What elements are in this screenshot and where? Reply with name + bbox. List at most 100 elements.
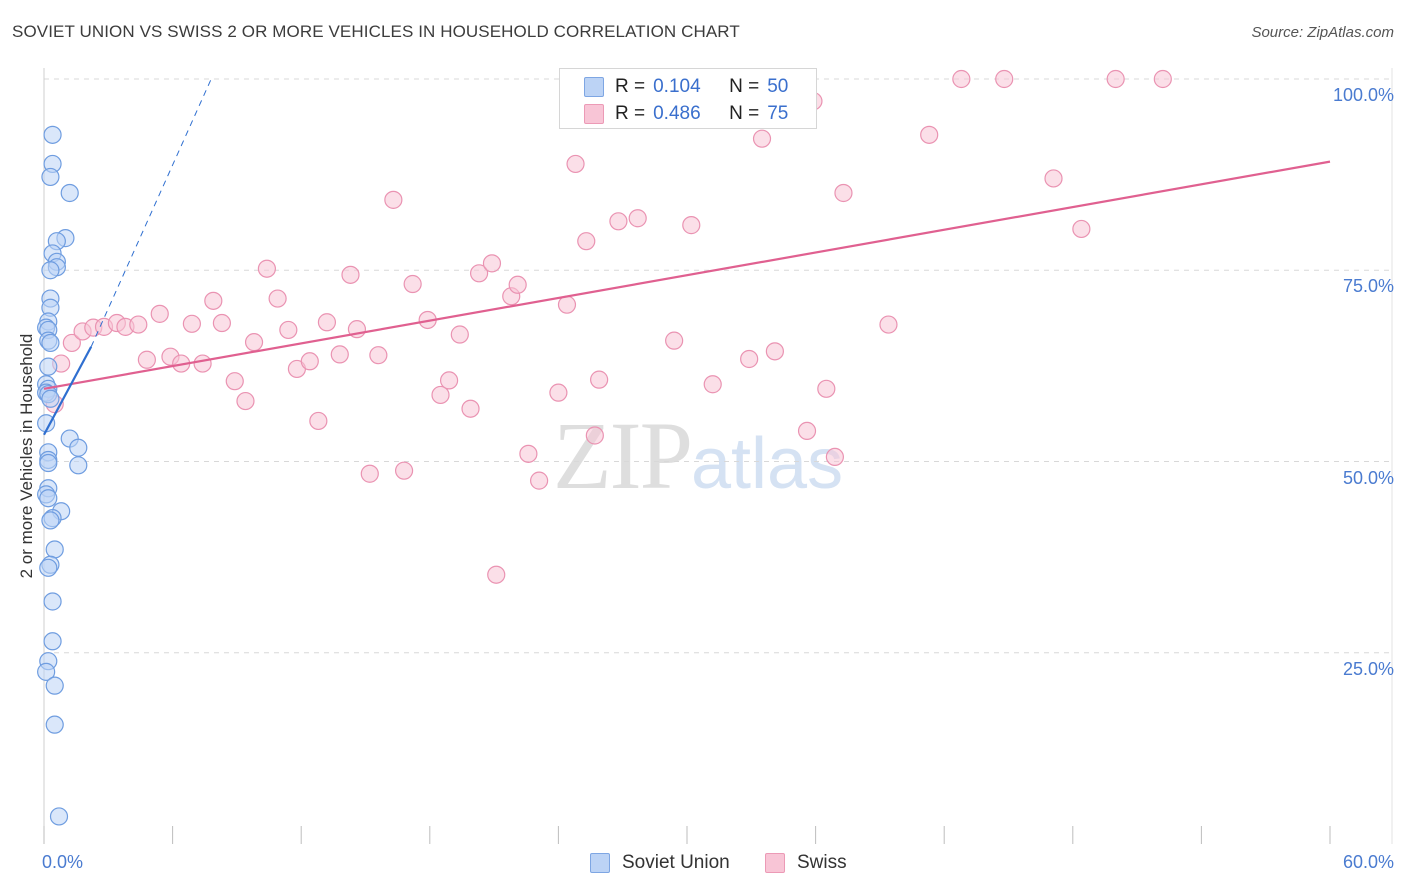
legend-item-soviet-union[interactable]: Soviet Union [590,852,730,874]
swiss-point-24 [300,352,319,371]
soviet-union-point-44 [45,715,64,734]
swiss-r-label: R = [615,103,646,124]
swiss-point-46 [530,471,549,490]
swiss-point-73 [1153,69,1172,89]
swiss-point-22 [279,320,298,340]
swiss-point-30 [360,464,379,483]
swiss-n-value: 75 [767,103,789,124]
swiss-point-34 [403,274,422,294]
y-tick-label-50: 50.0% [1342,467,1394,488]
soviet-union-trend-extension [90,78,212,347]
y-tick-label-75: 75.0% [1342,276,1394,297]
swiss-point-15 [204,291,223,310]
swiss-point-59 [740,349,759,369]
swiss-point-13 [182,314,201,333]
swiss-point-38 [450,325,469,344]
soviet-union-point-3 [60,183,79,203]
y-tick-label-25: 25.0% [1342,658,1394,679]
swiss-point-53 [609,212,628,231]
swiss-point-50 [577,232,596,251]
soviet-union-point-17 [39,357,58,376]
soviet-union-point-32 [39,489,58,508]
soviet-r-value: 0.104 [653,76,701,97]
swiss-point-72 [1106,69,1125,89]
swiss-point-39 [461,399,480,418]
soviet-union-trend-line [43,346,93,436]
watermark: ZIPatlas [553,400,843,511]
bottom-legend: Soviet Union Swiss [0,852,1406,878]
legend-stats-box: R = 0.104 N = 50 R = 0.486 N = 75 [559,68,817,129]
soviet-union-point-22 [41,389,60,408]
soviet-union-point-39 [43,592,62,611]
swiss-point-33 [394,461,414,480]
swiss-point-65 [834,183,853,203]
soviet-union-point-9 [41,261,60,280]
swiss-point-17 [225,372,244,391]
trend-layer [43,78,1331,436]
soviet-union-point-28 [39,453,58,473]
legend-row-swiss: R = 0.486 N = 75 [584,102,788,126]
swiss-point-62 [797,421,817,440]
swiss-legend-swatch [765,853,785,873]
swiss-point-61 [765,342,784,361]
swiss-r-value: 0.486 [653,103,701,124]
swiss-point-42 [487,565,506,584]
x-tick-label-max: 60.0% [1342,852,1394,872]
grid-layer [44,78,1392,654]
swiss-point-49 [566,154,585,174]
swiss-point-14 [193,354,212,373]
swiss-point-18 [236,391,255,411]
swiss-point-27 [330,345,349,364]
swiss-point-63 [817,379,836,398]
swiss-point-57 [703,375,722,394]
swiss-point-45 [519,444,538,463]
y-tick-label-100: 100.0% [1332,85,1394,105]
swiss-point-69 [995,69,1014,89]
swiss-swatch [584,104,604,124]
legend-item-swiss[interactable]: Swiss [765,852,847,874]
swiss-point-2 [62,333,81,353]
swiss-point-21 [268,289,287,308]
soviet-n-value: 50 [767,76,789,97]
swiss-point-44 [508,275,527,294]
swiss-point-48 [557,295,577,314]
chart-title: SOVIET UNION VS SWISS 2 OR MORE VEHICLES… [12,22,740,41]
swiss-point-28 [341,265,360,284]
swiss-point-25 [309,411,328,431]
swiss-point-16 [212,313,231,333]
soviet-union-point-43 [45,676,64,695]
soviet-union-point-38 [39,558,58,577]
watermark-zip: ZIP [553,402,693,509]
swiss-point-37 [439,371,459,390]
soviet-n-label: N = [729,76,760,97]
soviet-union-swatch [584,77,604,97]
x-tick-label-min: 0.0% [42,852,84,872]
soviet-union-point-0 [43,125,62,144]
swiss-point-52 [590,370,609,389]
swiss-point-67 [920,125,939,144]
watermark-atlas: atlas [691,424,844,504]
soviet-union-legend-label: Soviet Union [622,852,730,873]
points-layer [37,69,1172,826]
legend-row-soviet-union: R = 0.104 N = 50 [584,75,788,99]
soviet-union-point-42 [37,662,56,681]
swiss-point-60 [752,129,772,148]
swiss-point-71 [1072,219,1091,239]
soviet-union-point-25 [69,438,88,457]
swiss-point-54 [628,209,647,228]
swiss-point-40 [469,264,489,283]
soviet-union-point-2 [41,167,60,187]
swiss-point-36 [431,385,450,405]
soviet-union-point-16 [41,333,60,353]
axis-layer [43,68,1393,844]
swiss-point-70 [1044,169,1063,188]
swiss-point-68 [952,69,971,89]
swiss-point-8 [129,315,148,334]
soviet-union-point-35 [41,511,60,530]
swiss-trend-line [43,160,1331,390]
swiss-point-64 [825,447,844,467]
swiss-point-32 [384,190,403,209]
soviet-union-point-29 [69,456,88,475]
soviet-union-point-40 [43,632,62,651]
swiss-legend-label: Swiss [797,852,847,873]
